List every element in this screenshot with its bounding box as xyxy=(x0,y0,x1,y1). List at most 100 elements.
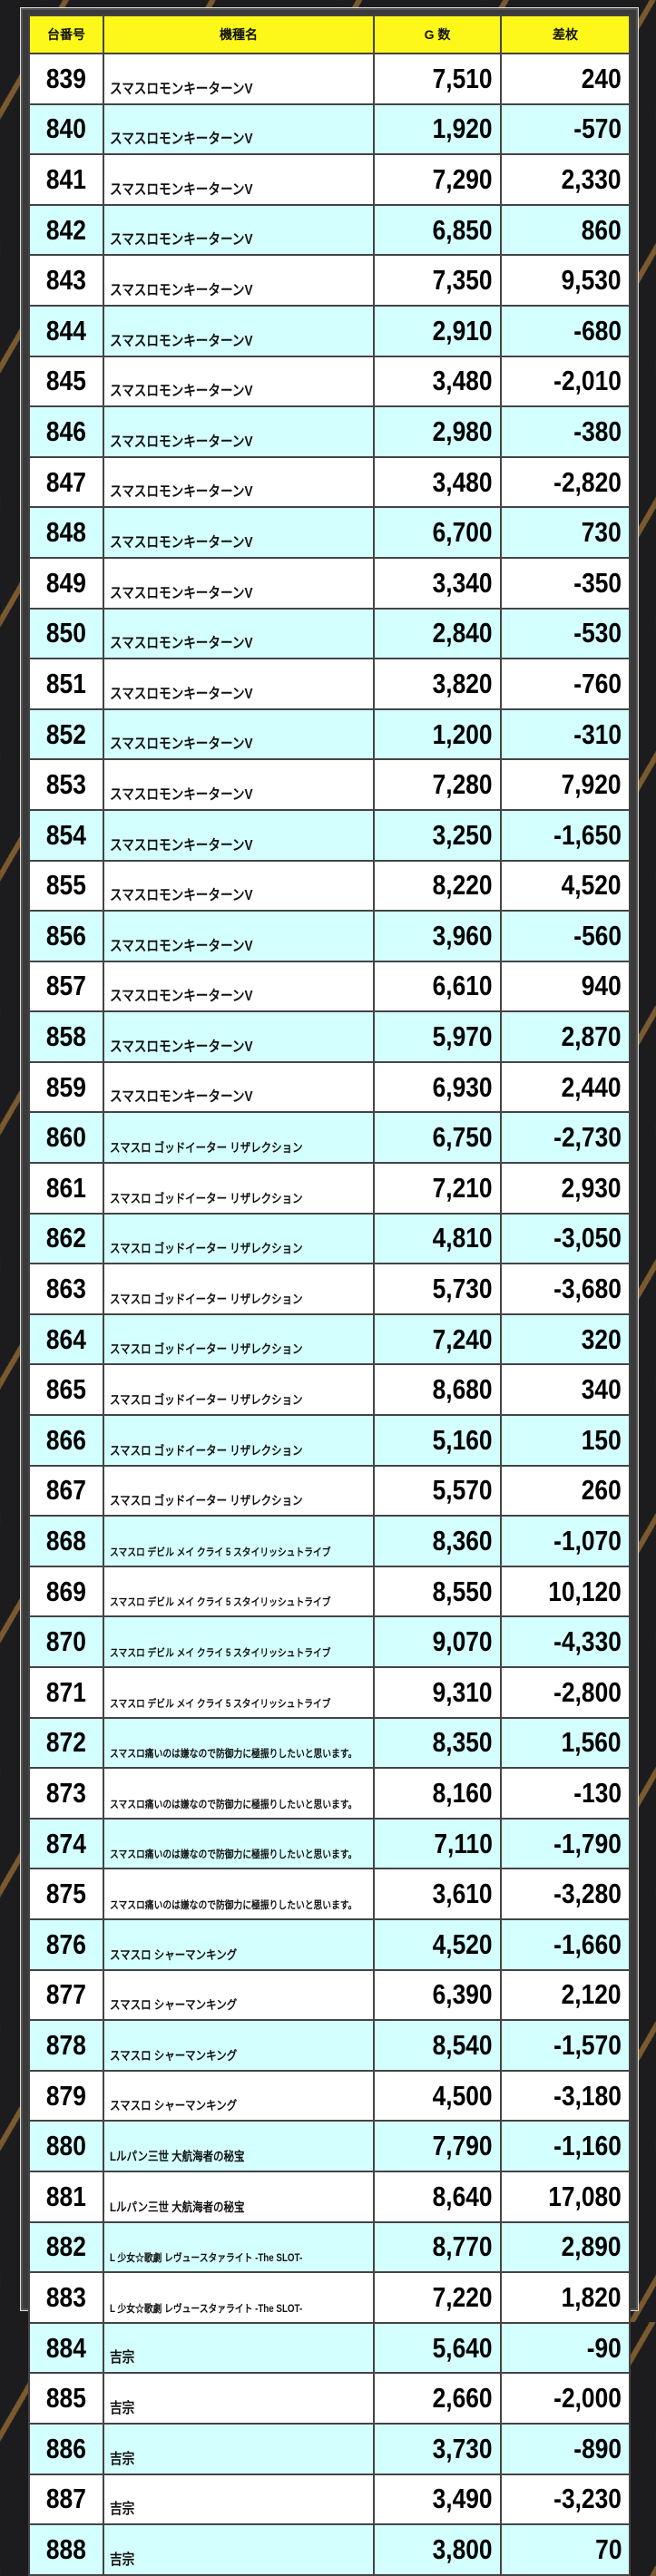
diff-value: 730 xyxy=(582,516,622,549)
games-value: 7,350 xyxy=(433,264,493,297)
table-row: 863 スマスロ ゴッドイーター リザレクション 5,730 -3,680 xyxy=(28,1263,631,1315)
model-cell: スマスロ デビル メイ クライ 5 スタイリッシュトライブ xyxy=(103,1666,375,1719)
diff-value: -380 xyxy=(573,415,622,447)
diff-value: 320 xyxy=(582,1322,622,1355)
games-cell: 8,770 xyxy=(373,2220,502,2274)
diff-cell: -130 xyxy=(500,1767,631,1820)
games-cell: 7,290 xyxy=(373,153,502,206)
diff-cell: 2,890 xyxy=(500,2220,631,2274)
machine-no-cell: 842 xyxy=(28,203,104,257)
diff-cell: -1,160 xyxy=(500,2120,631,2172)
model-cell: スマスロモンキーターンV xyxy=(103,859,375,912)
model-cell: 吉宗 xyxy=(103,2473,375,2526)
machine-no: 839 xyxy=(46,62,86,94)
machine-no: 868 xyxy=(46,1525,86,1557)
table-row: 872 スマスロ痛いのは嫌なので防御力に極振りしたいと思います。 8,350 1,56… xyxy=(28,1716,631,1770)
machine-no-cell: 872 xyxy=(28,1716,104,1770)
model-name: スマスロモンキーターンV xyxy=(110,132,253,148)
model-name: 吉宗 xyxy=(110,2400,135,2416)
games-cell: 4,520 xyxy=(373,1917,502,1971)
games-value: 9,310 xyxy=(433,1675,493,1708)
machine-no: 855 xyxy=(46,869,86,902)
games-cell: 3,250 xyxy=(373,808,502,862)
games-cell: 6,390 xyxy=(373,1968,502,2022)
games-cell: 7,350 xyxy=(373,254,502,307)
model-cell: 吉宗 xyxy=(103,2422,375,2475)
diff-cell: -1,660 xyxy=(500,1917,631,1971)
model-name: スマスロ デビル メイ クライ 5 スタイリッシュトライブ xyxy=(110,1597,331,1609)
games-cell: 8,160 xyxy=(373,1767,502,1820)
diff-value: -2,800 xyxy=(553,1675,622,1708)
diff-value: -680 xyxy=(573,314,622,346)
games-cell: 7,110 xyxy=(373,1817,502,1870)
diff-value: 17,080 xyxy=(548,2180,622,2212)
model-name: スマスロモンキーターンV xyxy=(110,282,253,298)
games-value: 3,340 xyxy=(433,566,493,599)
table-row: 875 スマスロ痛いのは嫌なので防御力に極振りしたいと思います。 3,610 -3,2… xyxy=(28,1868,631,1920)
diff-cell: 2,930 xyxy=(500,1162,631,1215)
machine-no-cell: 864 xyxy=(28,1312,104,1366)
model-cell: スマスロ ゴッドイーター リザレクション xyxy=(103,1212,375,1265)
machine-no-cell: 878 xyxy=(28,2019,104,2072)
diff-value: -2,000 xyxy=(553,2382,622,2415)
diff-cell: -3,280 xyxy=(500,1868,631,1920)
model-name: スマスロモンキーターンV xyxy=(110,1039,253,1055)
games-value: 5,640 xyxy=(433,2331,493,2364)
model-cell: スマスロ デビル メイ クライ 5 スタイリッシュトライブ xyxy=(103,1565,375,1618)
model-cell: 吉宗 xyxy=(103,2523,375,2576)
model-cell: 吉宗 xyxy=(103,2321,375,2375)
machine-no-cell: 888 xyxy=(28,2523,104,2576)
diff-cell: -3,230 xyxy=(500,2473,631,2526)
machine-no-cell: 844 xyxy=(28,304,104,357)
games-value: 8,550 xyxy=(433,1575,493,1607)
model-name: スマスロ シャーマンキング xyxy=(110,2048,238,2063)
diff-value: -1,650 xyxy=(553,818,622,851)
model-name: スマスロモンキーターンV xyxy=(110,484,253,501)
games-value: 1,200 xyxy=(433,717,493,750)
diff-cell: 2,870 xyxy=(500,1010,631,1063)
machine-no: 873 xyxy=(46,1776,86,1809)
table-row: 853 スマスロモンキーターンV 7,280 7,920 xyxy=(28,758,631,811)
diff-value: -3,050 xyxy=(553,1222,622,1254)
games-value: 3,490 xyxy=(433,2483,493,2515)
diff-cell: -2,820 xyxy=(500,455,631,509)
table-row: 839 スマスロモンキーターンV 7,510 240 xyxy=(28,53,631,105)
machine-no-cell: 855 xyxy=(28,859,104,912)
table-row: 868 スマスロ デビル メイ クライ 5 スタイリッシュトライブ 8,360 -1,… xyxy=(28,1515,631,1567)
model-cell: スマスロモンキーターンV xyxy=(103,355,375,408)
table-row: 869 スマスロ デビル メイ クライ 5 スタイリッシュトライブ 8,550 10,… xyxy=(28,1565,631,1618)
games-cell: 5,730 xyxy=(373,1263,502,1315)
model-name: スマスロモンキーターンV xyxy=(110,938,253,954)
machine-no-cell: 879 xyxy=(28,2069,104,2122)
diff-value: 2,890 xyxy=(562,2230,622,2263)
table-row: 862 スマスロ ゴッドイーター リザレクション 4,810 -3,050 xyxy=(28,1212,631,1265)
diff-cell: -2,000 xyxy=(500,2372,631,2425)
diff-cell: 7,920 xyxy=(500,758,631,811)
table-row: 871 スマスロ デビル メイ クライ 5 スタイリッシュトライブ 9,310 -2,… xyxy=(28,1666,631,1719)
model-name: スマスロ ゴッドイーター リザレクション xyxy=(110,1393,303,1408)
table-row: 883 L 少女☆歌劇 レヴュースタァライト -The SLOT- 7,220 1,8… xyxy=(28,2271,631,2324)
table-row: 876 スマスロ シャーマンキング 4,520 -1,660 xyxy=(28,1917,631,1971)
machine-no-cell: 848 xyxy=(28,506,104,559)
diff-cell: 940 xyxy=(500,960,631,1013)
model-name: スマスロモンキーターンV xyxy=(110,989,253,1005)
model-cell: スマスロ シャーマンキング xyxy=(103,1917,375,1971)
table-row: 841 スマスロモンキーターンV 7,290 2,330 xyxy=(28,153,631,206)
games-cell: 3,480 xyxy=(373,355,502,408)
model-name: 吉宗 xyxy=(110,2350,135,2366)
games-value: 3,610 xyxy=(433,1878,493,1910)
diff-value: -1,160 xyxy=(553,2130,622,2162)
machine-no-cell: 843 xyxy=(28,254,104,307)
diff-value: -1,570 xyxy=(553,2028,622,2061)
diff-value: -3,180 xyxy=(553,2079,622,2112)
diff-cell: 4,520 xyxy=(500,859,631,912)
model-name: スマスロモンキーターンV xyxy=(110,81,253,97)
games-cell: 8,540 xyxy=(373,2019,502,2072)
machine-no: 888 xyxy=(46,2532,86,2565)
model-cell: L 少女☆歌劇 レヴュースタァライト -The SLOT- xyxy=(103,2271,375,2324)
model-cell: スマスロ ゴッドイーター リザレクション xyxy=(103,1263,375,1315)
games-cell: 7,510 xyxy=(373,53,502,105)
games-value: 3,960 xyxy=(433,919,493,951)
machine-no-cell: 840 xyxy=(28,102,104,156)
header-games: G 数 xyxy=(373,15,502,54)
